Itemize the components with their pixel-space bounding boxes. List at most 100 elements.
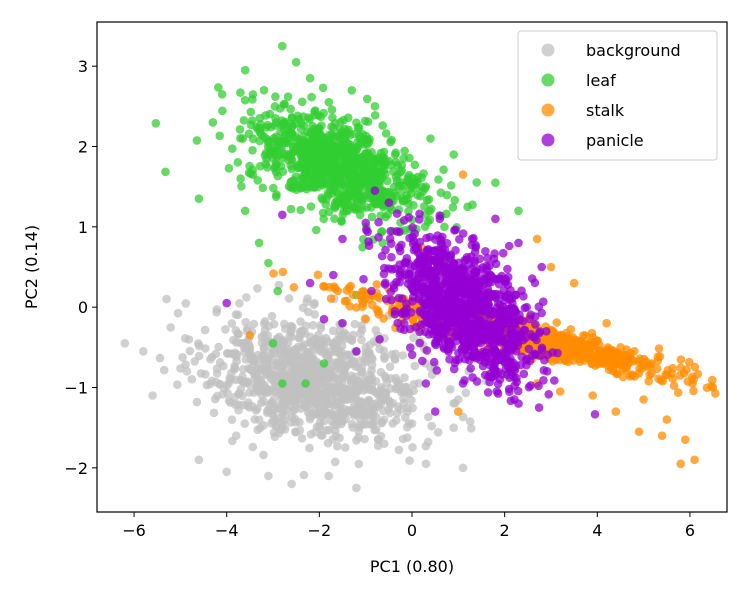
panicle-point [516,360,525,370]
background-point [342,350,352,360]
leaf-point [299,182,308,191]
background-point [182,367,192,376]
background-point [354,406,363,416]
background-point [289,351,299,360]
leaf-point [369,199,379,208]
background-point [347,419,357,429]
background-point [368,403,378,413]
stalk-point [374,307,383,316]
background-point [310,298,319,308]
background-point [347,371,356,381]
stalk-point [569,356,578,365]
panicle-point [361,218,371,228]
background-point [410,361,420,371]
background-point [421,459,431,469]
leaf-point [161,167,170,177]
background-point [292,373,301,383]
y-tick-label: −2 [64,459,88,478]
stalk-point [357,287,367,296]
leaf-point [253,176,262,185]
background-point [264,400,274,410]
leaf-point [276,104,285,113]
background-point [367,353,376,362]
panicle-point [464,273,473,283]
leaf-point [228,144,237,153]
background-point [263,408,272,418]
leaf-point [378,121,388,130]
stalk-point [669,381,679,391]
leaf-point [324,150,333,159]
background-point [465,417,475,426]
panicle-point [435,253,445,263]
panicle-point [386,226,395,236]
panicle-point [495,375,505,384]
leaf-point [321,200,331,209]
leaf-point [364,193,374,202]
background-point [392,408,402,418]
leaf-point [345,130,355,140]
leaf-point [347,86,357,95]
legend-marker-panicle [541,133,555,147]
stalk-point [708,383,718,392]
background-point [409,386,419,396]
background-point [243,324,252,333]
background-point [306,430,316,439]
leaf-point [246,107,256,117]
background-point [349,357,359,366]
panicle-point [524,344,534,354]
y-tick-label: 2 [78,138,88,157]
leaf-point [240,95,250,105]
background-point [225,373,234,383]
stalk-point [673,388,683,397]
panicle-point [380,263,389,273]
leaf-point [239,116,249,125]
y-axis-title: PC2 (0.14) [22,225,41,309]
x-tick-label: −4 [215,521,239,540]
leaf-point [330,118,340,128]
background-point [201,344,210,353]
background-point [357,321,366,330]
panicle-point [520,303,530,313]
points-layer [120,41,720,493]
stalk-point [676,355,686,364]
legend-label-leaf: leaf [586,71,616,90]
background-point [424,412,433,422]
leaf-point [360,158,369,168]
leaf-point [384,156,394,166]
leaf-point [286,104,295,114]
panicle-point [488,325,497,335]
background-point [263,360,272,370]
leaf-point [292,136,302,145]
leaf-point [307,141,316,151]
panicle-point [408,284,417,293]
legend-label-panicle: panicle [586,131,644,150]
panicle-point [430,323,439,332]
leaf-point [386,137,395,147]
panicle-point [392,209,402,218]
leaf-point [287,113,297,122]
leaf-point [409,201,418,210]
panicle-point [409,237,419,246]
panicle-point [432,299,441,308]
panicle-point [375,335,384,344]
stalk-point [611,407,621,416]
panicle-point [506,396,516,406]
stalk-point [361,314,371,324]
background-point [297,434,307,443]
background-point [303,390,313,400]
leaf-point [358,175,368,184]
panicle-point [422,346,432,355]
leaf-point [301,379,310,388]
background-point [190,357,199,366]
stalk-point [555,387,565,396]
background-point [267,311,277,321]
background-point [392,416,401,425]
background-point [352,436,361,445]
leaf-point [335,158,345,167]
y-tick-label: 3 [78,57,88,76]
panicle-point [460,354,470,364]
stalk-point [681,435,690,445]
leaf-point [449,150,459,159]
leaf-point [377,166,387,176]
leaf-point [370,102,380,111]
